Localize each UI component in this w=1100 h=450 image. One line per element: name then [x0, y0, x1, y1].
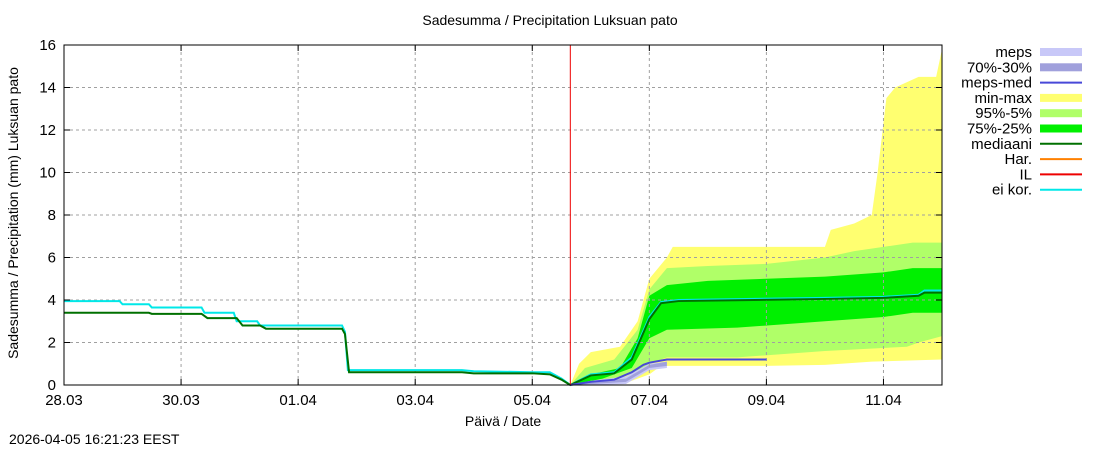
legend-label: Har.: [1004, 151, 1032, 168]
x-tick-label: 03.04: [396, 392, 434, 409]
legend-label: min-max: [974, 90, 1032, 107]
y-tick-label: 6: [48, 250, 56, 267]
x-tick-label: 28.03: [45, 392, 83, 409]
legend-label: 70%-30%: [967, 59, 1032, 76]
y-tick-label: 14: [39, 80, 56, 97]
x-tick-label: 09.04: [748, 392, 786, 409]
x-tick-label: 30.03: [162, 392, 200, 409]
y-tick-label: 0: [48, 377, 56, 394]
y-tick-label: 10: [39, 165, 56, 182]
legend-swatch: [1040, 124, 1082, 133]
chart-title: Sadesumma / Precipitation Luksuan pato: [422, 12, 678, 28]
grid-lines: [64, 45, 942, 385]
legend-label: 95%-5%: [975, 105, 1032, 122]
legend-label: meps: [995, 44, 1032, 61]
x-axis-label: Päivä / Date: [465, 413, 541, 429]
legend-label: IL: [1019, 166, 1032, 183]
x-tick-label: 05.04: [513, 392, 551, 409]
y-axis: 0 2 4 6 8 10 12 14 16: [39, 37, 942, 394]
y-axis-label: Sadesumma / Precipitation (mm) Luksuan p…: [5, 67, 21, 359]
series-meps-med: [570, 358, 767, 386]
band-meps: [570, 361, 667, 385]
y-tick-label: 12: [39, 122, 56, 139]
x-axis: 28.03 30.03 01.04 03.04 05.04 07.04 09.04 11.04: [45, 45, 902, 409]
band-70-30-: [570, 361, 667, 385]
legend-swatch: [1040, 48, 1082, 56]
legend-swatch: [1040, 63, 1082, 72]
x-tick-label: 07.04: [631, 392, 669, 409]
timestamp: 2026-04-05 16:21:23 EEST: [9, 431, 180, 447]
legend-label: mediaani: [971, 136, 1032, 153]
series-mediaani: [64, 291, 942, 387]
x-tick-label: 01.04: [279, 392, 317, 409]
legend-label: ei kor.: [992, 182, 1032, 199]
series-ei-kor-: [64, 289, 942, 387]
legend-label: 75%-25%: [967, 121, 1032, 138]
y-tick-label: 16: [39, 37, 56, 54]
legend-swatch: [1040, 93, 1082, 102]
legend-label: meps-med: [961, 75, 1032, 92]
legend-swatch: [1040, 109, 1082, 118]
legend: meps70%-30%meps-medmin-max95%-5%75%-25%m…: [961, 44, 1082, 199]
y-tick-label: 4: [48, 292, 56, 309]
x-tick-label: 11.04: [865, 392, 901, 409]
y-tick-label: 8: [48, 207, 56, 224]
y-tick-label: 2: [48, 335, 56, 352]
forecast-bands: [570, 49, 942, 385]
series-lines: [64, 45, 942, 387]
